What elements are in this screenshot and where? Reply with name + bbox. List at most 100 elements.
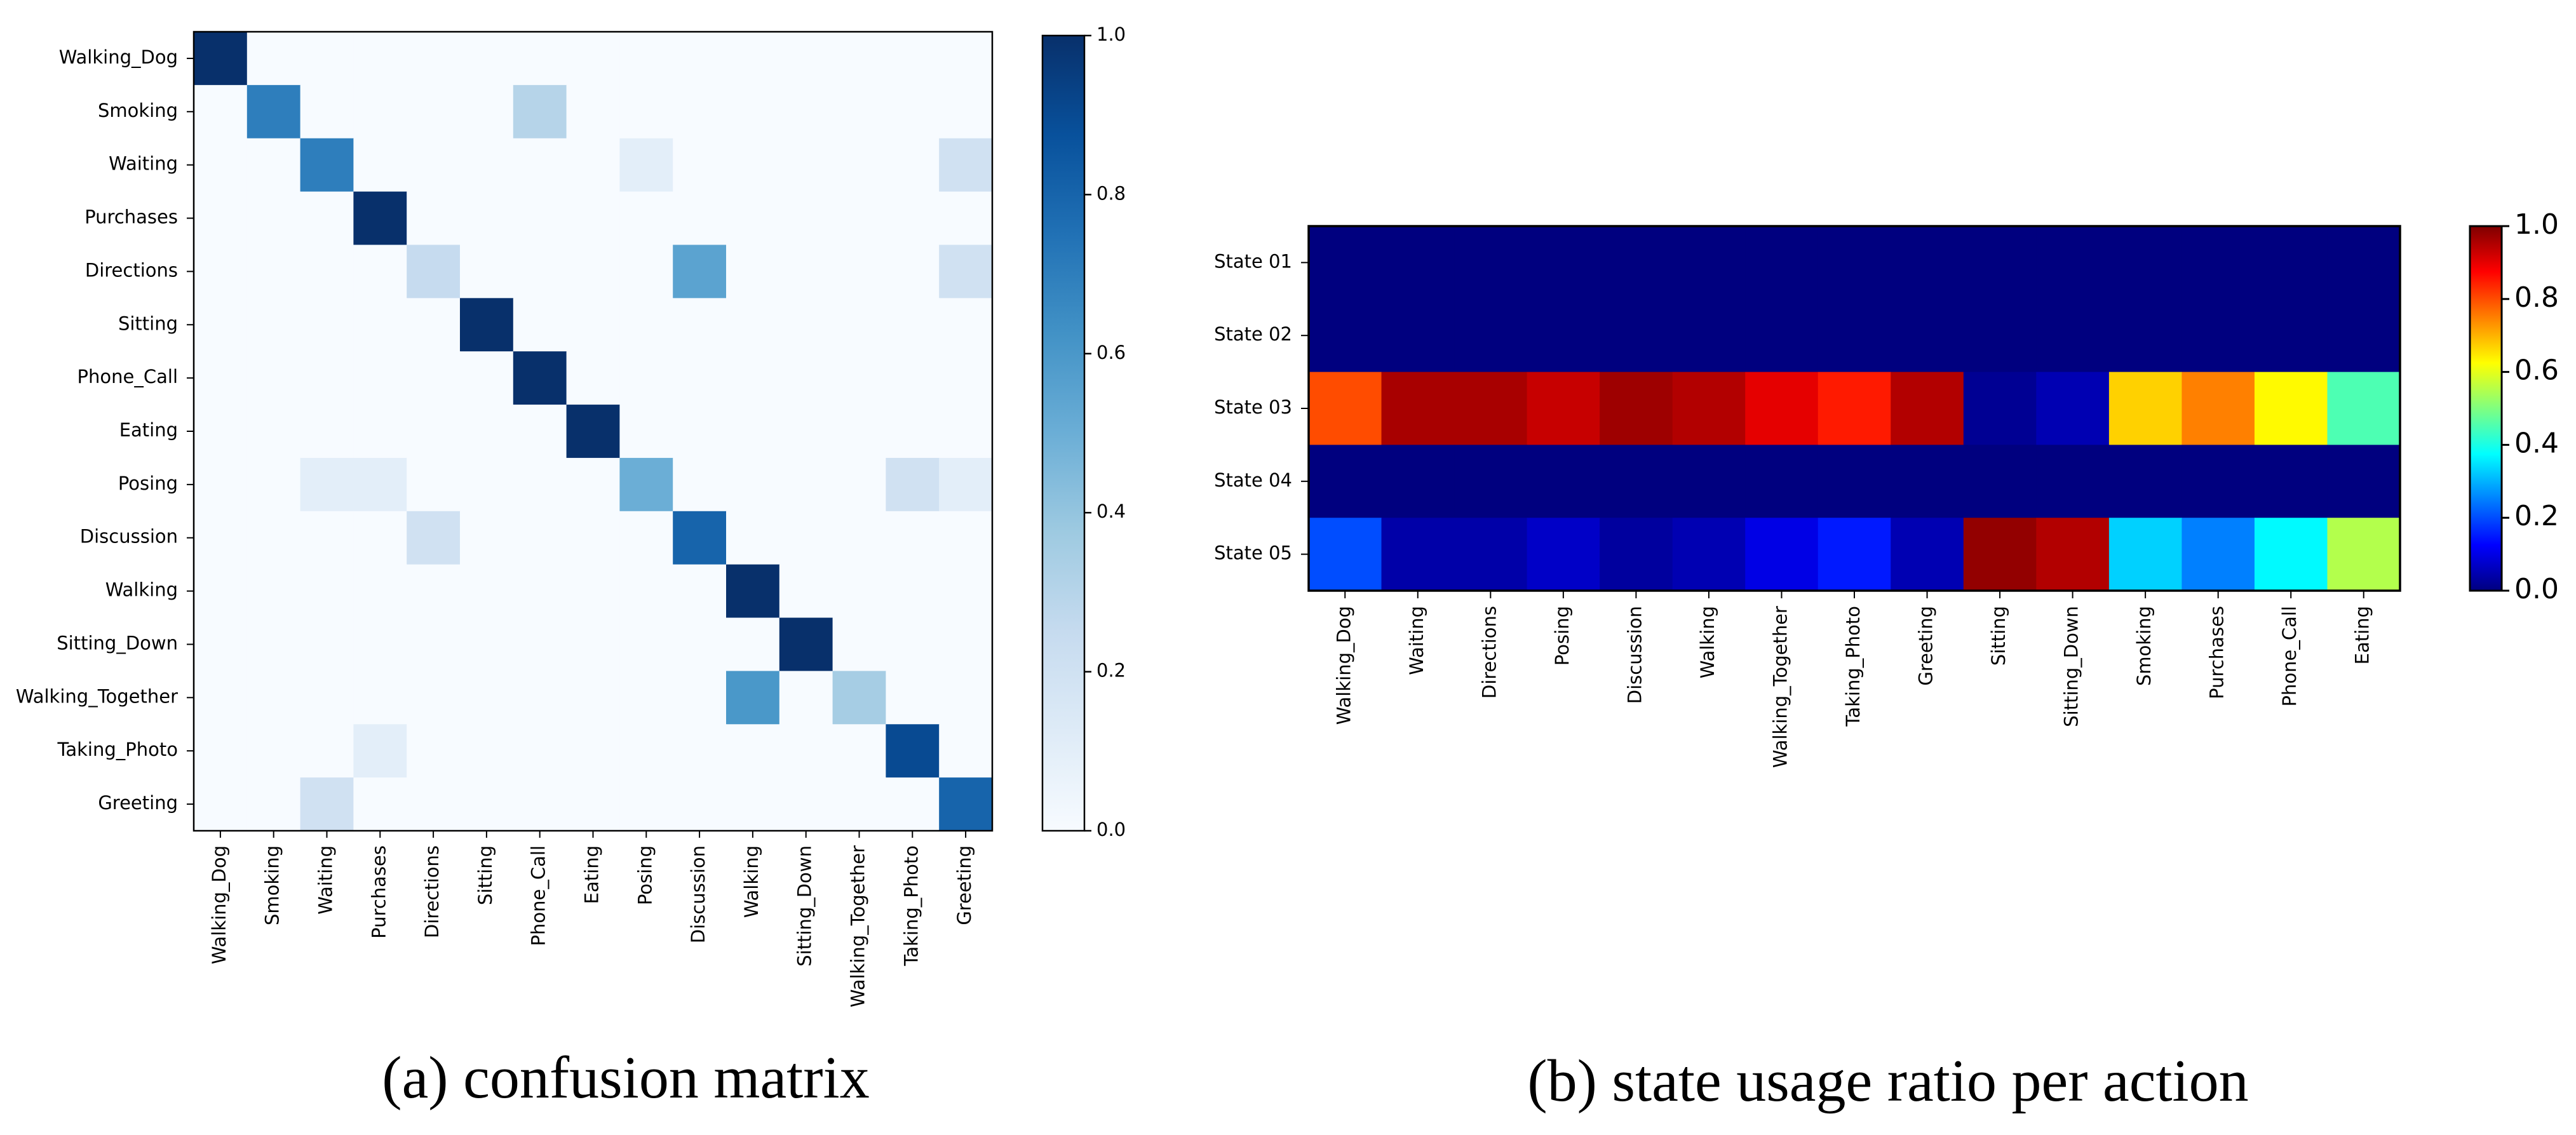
heatmap-cell — [353, 564, 407, 619]
heatmap-cell — [460, 138, 514, 192]
y-tick-label: Posing — [118, 473, 178, 494]
state-usage-x-ticks: Walking_Dog Waiting Directions Posing Discus… — [1333, 591, 2373, 768]
x-tick-label: Walking_Together — [1769, 606, 1791, 768]
heatmap-cell — [513, 351, 567, 405]
heatmap-cell — [779, 777, 833, 831]
heatmap-cell — [566, 32, 620, 86]
heatmap-cell — [2327, 518, 2401, 591]
heatmap-cell — [939, 138, 993, 192]
heatmap-cell — [300, 32, 354, 86]
heatmap-cell — [353, 511, 407, 565]
heatmap-cell — [939, 564, 993, 619]
heatmap-cell — [460, 84, 514, 139]
heatmap-cell — [246, 617, 301, 671]
colorbar-tick-label: 0.0 — [1096, 819, 1126, 840]
x-tick-label: Purchases — [368, 845, 389, 939]
heatmap-cell — [300, 298, 354, 352]
heatmap-cell — [513, 32, 567, 86]
heatmap-cell — [513, 724, 567, 778]
heatmap-cell — [194, 191, 248, 246]
heatmap-cell — [886, 777, 940, 831]
x-tick-label: Sitting_Down — [2061, 606, 2082, 727]
heatmap-cell — [673, 138, 727, 192]
heatmap-cell — [1817, 445, 1891, 518]
colorbar-tick-label: 0.8 — [2514, 281, 2559, 314]
heatmap-cell — [779, 617, 833, 671]
heatmap-cell — [300, 617, 354, 671]
y-tick-label: Purchases — [84, 206, 178, 228]
heatmap-cell — [1891, 299, 1964, 373]
heatmap-cell — [779, 511, 833, 565]
heatmap-cell — [194, 671, 248, 725]
heatmap-cell — [939, 511, 993, 565]
heatmap-cell — [407, 298, 461, 352]
heatmap-cell — [300, 671, 354, 725]
heatmap-cell — [194, 564, 248, 619]
heatmap-cell — [460, 298, 514, 352]
heatmap-cell — [460, 32, 514, 86]
heatmap-cell — [939, 245, 993, 299]
heatmap-cell — [619, 191, 673, 246]
heatmap-cell — [2182, 299, 2255, 373]
heatmap-cell — [513, 777, 567, 831]
x-tick-label: Discussion — [1624, 606, 1645, 704]
heatmap-cell — [832, 32, 886, 86]
heatmap-cell — [886, 671, 940, 725]
heatmap-cell — [1745, 372, 1819, 445]
heatmap-cell — [726, 191, 780, 246]
heatmap-cell — [353, 191, 407, 246]
heatmap-cell — [1672, 445, 1746, 518]
x-tick-label: Waiting — [315, 845, 337, 915]
heatmap-cell — [886, 511, 940, 565]
heatmap-cell — [353, 777, 407, 831]
heatmap-cell — [194, 298, 248, 352]
heatmap-cell — [726, 724, 780, 778]
y-tick-label: Walking — [105, 579, 178, 601]
heatmap-cell — [939, 405, 993, 459]
heatmap-cell — [353, 32, 407, 86]
heatmap-cell — [353, 671, 407, 725]
heatmap-cell — [1527, 518, 1600, 591]
heatmap-cell — [300, 511, 354, 565]
heatmap-cell — [779, 138, 833, 192]
heatmap-cell — [673, 298, 727, 352]
heatmap-cell — [779, 405, 833, 459]
heatmap-cell — [2108, 518, 2182, 591]
heatmap-cell — [513, 671, 567, 725]
heatmap-cell — [779, 191, 833, 246]
x-tick-label: Phone_Call — [2279, 606, 2300, 706]
heatmap-cell — [353, 138, 407, 192]
heatmap-cell — [1309, 226, 1382, 300]
confusion-matrix-caption: (a) confusion matrix — [382, 1045, 869, 1111]
heatmap-cell — [194, 84, 248, 139]
heatmap-cell — [832, 617, 886, 671]
heatmap-cell — [832, 138, 886, 192]
heatmap-cell — [2036, 299, 2110, 373]
heatmap-cell — [1454, 518, 1528, 591]
heatmap-cell — [566, 298, 620, 352]
heatmap-cell — [566, 405, 620, 459]
x-tick-label: Smoking — [2133, 606, 2155, 686]
confusion-matrix-colorbar: 0.0 0.2 0.4 0.6 0.8 1.0 — [1041, 24, 1126, 840]
heatmap-cell — [194, 32, 248, 86]
heatmap-cell — [460, 617, 514, 671]
heatmap-cell — [1745, 445, 1819, 518]
y-tick-label: Discussion — [80, 526, 178, 547]
heatmap-cell — [1672, 299, 1746, 373]
heatmap-cell — [779, 564, 833, 619]
heatmap-cell — [407, 564, 461, 619]
heatmap-cell — [246, 245, 301, 299]
heatmap-cell — [566, 457, 620, 512]
heatmap-cell — [832, 298, 886, 352]
heatmap-cell — [939, 457, 993, 512]
heatmap-cell — [832, 84, 886, 139]
heatmap-cell — [673, 617, 727, 671]
heatmap-cell — [1527, 372, 1600, 445]
heatmap-cell — [513, 84, 567, 139]
colorbar-tick-label: 0.4 — [1096, 500, 1126, 522]
state-usage-y-ticks: State 01 State 02 State 03 State 04 State 05 — [1214, 250, 1309, 564]
heatmap-cell — [939, 298, 993, 352]
x-tick-label: Sitting_Down — [794, 845, 816, 967]
heatmap-cell — [246, 298, 301, 352]
heatmap-cell — [194, 511, 248, 565]
